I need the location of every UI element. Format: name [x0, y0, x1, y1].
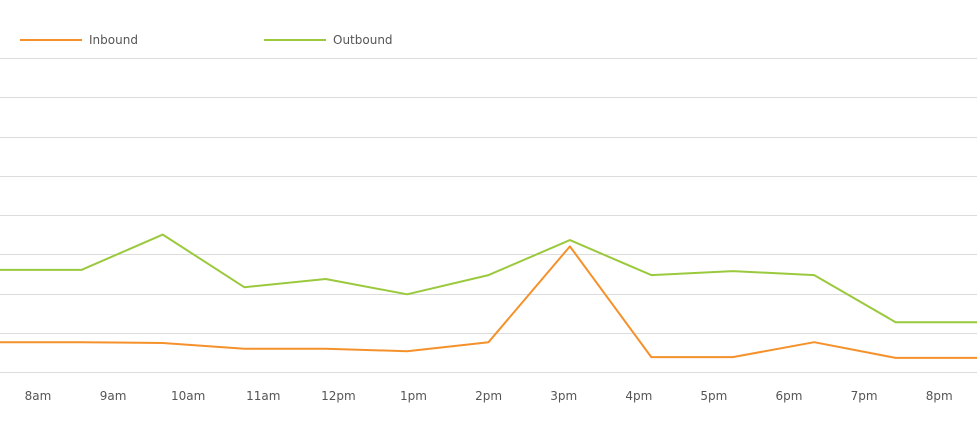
- legend-label-outbound[interactable]: Outbound: [333, 33, 393, 47]
- x-tick-label: 10am: [171, 389, 205, 403]
- x-tick-label: 7pm: [851, 389, 878, 403]
- x-tick-label: 11am: [246, 389, 280, 403]
- x-tick-label: 5pm: [700, 389, 727, 403]
- x-tick-label: 2pm: [475, 389, 502, 403]
- x-tick-label: 4pm: [625, 389, 652, 403]
- x-tick-label: 12pm: [321, 389, 356, 403]
- x-tick-label: 1pm: [400, 389, 427, 403]
- series-lines: [0, 233, 977, 359]
- x-tick-label: 8am: [25, 389, 52, 403]
- x-tick-label: 3pm: [550, 389, 577, 403]
- x-tick-label: 8pm: [926, 389, 953, 403]
- series-line-inbound[interactable]: [0, 245, 977, 359]
- series-line-outbound[interactable]: [0, 233, 977, 324]
- legend: Inbound Outbound: [20, 33, 393, 47]
- x-tick-label: 6pm: [776, 389, 803, 403]
- x-tick-label: 9am: [100, 389, 127, 403]
- legend-label-inbound[interactable]: Inbound: [89, 33, 138, 47]
- x-axis-labels: 8am 9am 10am 11am 12pm 1pm 2pm 3pm 4pm 5pm 6pm 7pm 8…: [25, 389, 953, 403]
- gridlines: [0, 58, 977, 373]
